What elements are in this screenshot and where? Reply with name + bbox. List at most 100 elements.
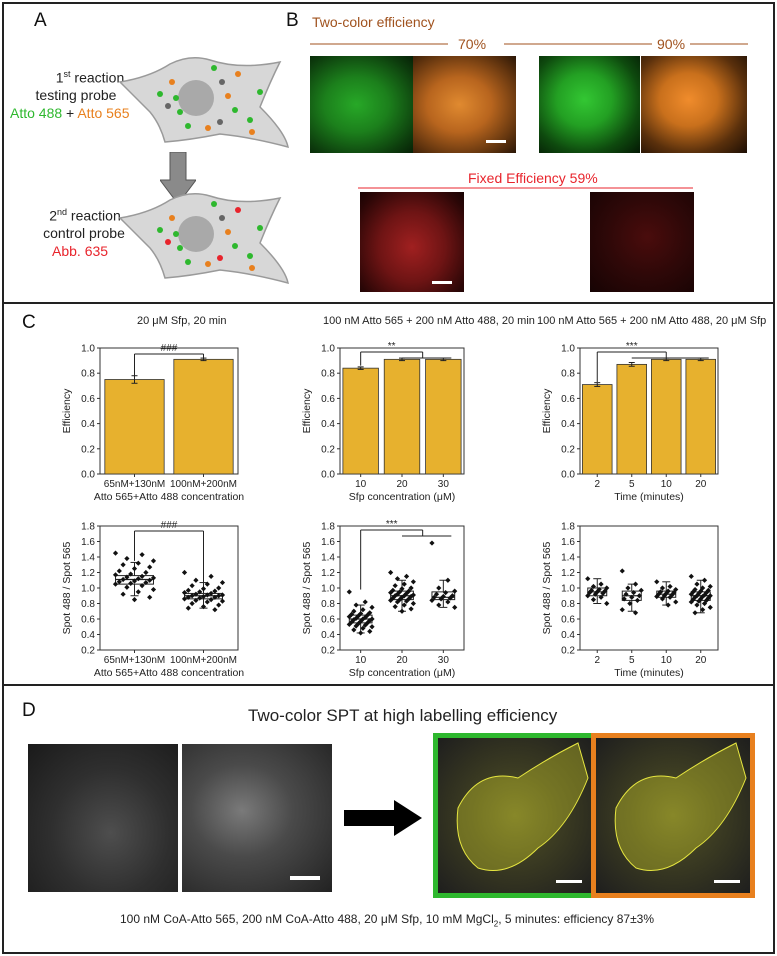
data-point	[112, 550, 119, 556]
data-point	[621, 596, 627, 602]
y-tick-label: 0.8	[321, 369, 335, 380]
data-point	[625, 585, 631, 591]
plot-frame	[579, 347, 719, 475]
data-point	[701, 577, 708, 583]
bar	[383, 358, 421, 475]
data-point	[692, 586, 698, 593]
data-point	[351, 608, 357, 614]
data-point	[408, 585, 414, 591]
panel-label-d: D	[22, 700, 36, 721]
dye-green-label: Atto 488	[10, 105, 63, 121]
data-point	[700, 593, 706, 600]
data-point	[700, 585, 706, 591]
y-tick-label: 1.6	[321, 537, 335, 548]
y-tick-label: 0.8	[321, 599, 335, 610]
y-tick-label: 0.4	[321, 419, 335, 430]
data-point	[671, 590, 677, 596]
x-tick-label: 5	[629, 655, 635, 666]
data-point	[408, 606, 414, 612]
data-point	[353, 623, 359, 629]
data-point	[701, 600, 708, 607]
sig-label: ###	[161, 520, 178, 531]
y-tick-label: 0.6	[81, 394, 95, 405]
col-title-3: 100 nM Atto 565 + 200 nM Atto 488, 20 μM…	[537, 315, 767, 327]
micrograph-90-orange	[641, 56, 747, 153]
data-point	[367, 610, 373, 616]
y-axis-label: Spot 488 / Spot 565	[541, 541, 553, 634]
data-point	[403, 598, 410, 604]
data-point	[116, 579, 122, 585]
data-point	[438, 596, 444, 602]
track-overlay	[614, 742, 747, 871]
x-tick-label: 10	[661, 479, 673, 490]
data-point	[193, 591, 199, 597]
data-point	[410, 592, 416, 598]
data-point	[696, 598, 702, 604]
data-point	[358, 630, 364, 636]
data-point	[399, 594, 405, 600]
data-point	[135, 560, 141, 566]
dye-orange-label: Atto 565	[77, 105, 130, 121]
data-point	[619, 568, 625, 574]
data-point	[351, 617, 357, 623]
data-point	[447, 595, 453, 601]
data-point	[698, 588, 704, 594]
bar	[616, 363, 647, 475]
data-point	[590, 597, 597, 603]
data-point	[139, 583, 145, 589]
bar	[173, 358, 234, 475]
y-tick-label: 0.6	[81, 615, 95, 626]
data-point	[600, 590, 606, 597]
y-axis-label: Efficiency	[61, 388, 73, 433]
y-tick-label: 1.2	[81, 568, 95, 579]
data-point	[698, 596, 704, 602]
caption-post: , 5 minutes: efficiency 87±3%	[498, 912, 654, 926]
y-tick-label: 0.6	[321, 394, 335, 405]
data-point	[410, 579, 416, 585]
spt-green-frame	[433, 733, 597, 898]
data-point	[355, 613, 361, 619]
y-tick-label: 0.4	[561, 419, 575, 430]
data-point	[394, 591, 401, 597]
x-tick-label: 20	[396, 479, 408, 490]
micrograph-90-green	[539, 56, 640, 153]
data-point	[131, 597, 138, 603]
y-tick-label: 0.2	[81, 444, 95, 455]
y-tick-label: 1.8	[81, 522, 95, 533]
data-point	[362, 599, 368, 605]
data-point	[147, 594, 153, 600]
y-tick-label: 1.4	[321, 553, 335, 564]
y-tick-label: 1.0	[321, 584, 335, 595]
micrograph-fixed-right	[590, 192, 694, 292]
data-point	[452, 604, 458, 610]
data-point	[673, 586, 679, 593]
y-tick-label: 0.0	[321, 470, 335, 481]
two-color-efficiency-title: Two-color efficiency	[312, 14, 435, 30]
x-axis-label: Atto 565+Atto 488 concentration	[94, 491, 244, 503]
spt-orange-frame	[591, 733, 755, 898]
data-point	[636, 593, 642, 599]
col-title-2: 100 nM Atto 565 + 200 nM Atto 488, 20 mi…	[323, 315, 535, 327]
y-tick-label: 1.2	[321, 568, 335, 579]
data-point	[590, 583, 597, 590]
x-tick-label: 20	[396, 655, 408, 666]
x-tick-label: 100nM+200nM	[170, 655, 237, 666]
data-point	[360, 607, 366, 613]
data-point	[390, 595, 396, 601]
data-point	[408, 593, 414, 600]
data-point	[399, 586, 405, 592]
data-point	[131, 566, 138, 572]
y-tick-label: 1.0	[561, 344, 575, 355]
data-point	[399, 608, 405, 614]
x-tick-label: 10	[661, 655, 673, 666]
data-point	[369, 624, 375, 630]
data-point	[124, 555, 130, 562]
sig-label: ***	[626, 341, 638, 352]
y-tick-label: 1.6	[81, 537, 95, 548]
data-point	[440, 593, 446, 600]
data-point	[189, 600, 195, 607]
data-point	[627, 600, 633, 607]
y-tick-label: 0.4	[81, 630, 95, 641]
data-point	[120, 562, 126, 568]
first-reaction-sup: st	[63, 69, 71, 79]
